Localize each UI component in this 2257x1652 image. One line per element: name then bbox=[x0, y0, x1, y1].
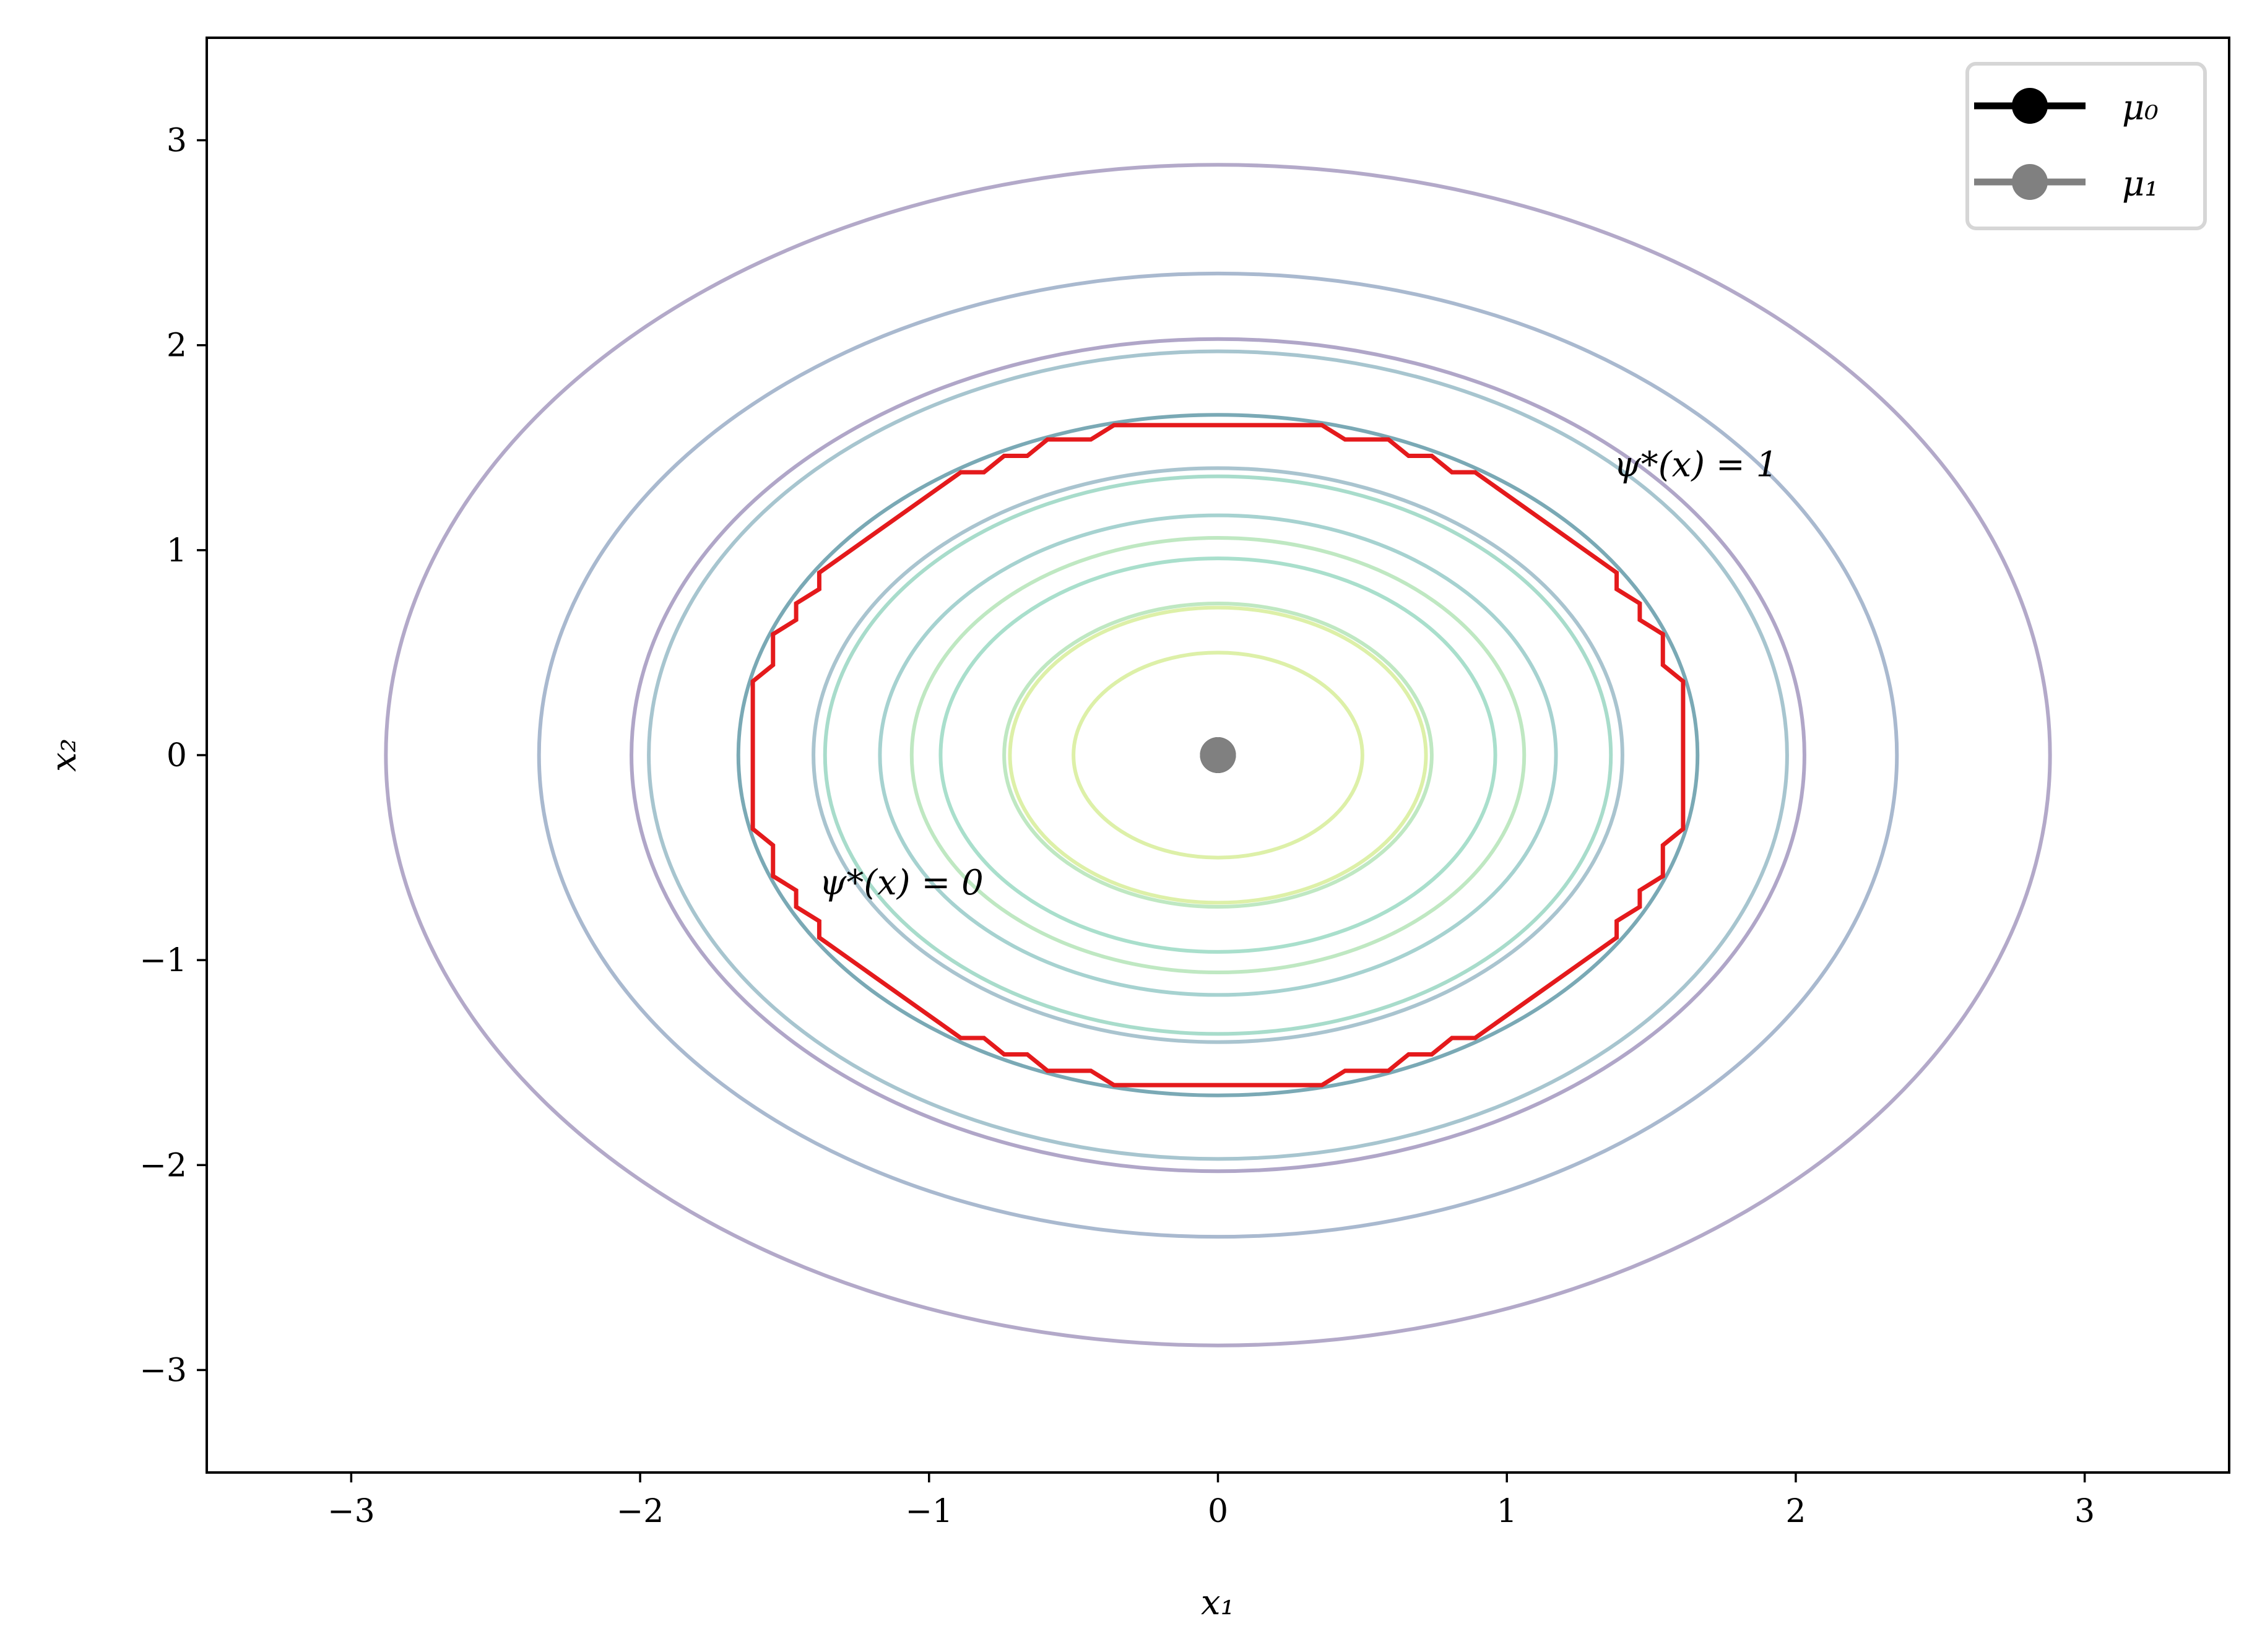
legend-box bbox=[1965, 62, 2207, 230]
contour-line bbox=[630, 337, 1806, 1174]
contour-line bbox=[384, 163, 2052, 1347]
contour-line bbox=[812, 466, 1624, 1044]
legend-marker bbox=[2012, 164, 2048, 200]
contour-line bbox=[1002, 601, 1434, 909]
contour-line bbox=[938, 556, 1497, 954]
x-axis-ticks: −3 −2 −1 0 1 2 3 bbox=[327, 1473, 2095, 1530]
y-tick-label: 1 bbox=[167, 532, 187, 569]
legend: μ₀ μ₁ bbox=[1965, 62, 2207, 230]
y-tick-label: 0 bbox=[167, 737, 187, 774]
boundary-line bbox=[750, 423, 1686, 1088]
y-axis-label: x₂ bbox=[44, 738, 84, 772]
contour-line bbox=[878, 513, 1558, 997]
y-axis-ticks: −3 −2 −1 0 1 2 3 bbox=[139, 123, 207, 1389]
y-tick-label: −3 bbox=[139, 1352, 187, 1389]
contour-line bbox=[736, 413, 1700, 1097]
x-tick-label: 0 bbox=[1208, 1493, 1228, 1530]
y-tick-label: 3 bbox=[167, 123, 187, 160]
x-axis-label: x₁ bbox=[1201, 1583, 1234, 1623]
annotation-label: ψ*(x) = 0 bbox=[819, 863, 983, 903]
x-tick-label: −2 bbox=[617, 1493, 664, 1530]
mean-points bbox=[1200, 737, 1236, 773]
contour-line bbox=[1008, 605, 1428, 905]
x-tick-label: 2 bbox=[1785, 1493, 1806, 1530]
y-tick-label: −1 bbox=[139, 942, 187, 979]
x-tick-label: −1 bbox=[905, 1493, 953, 1530]
data-point bbox=[1200, 737, 1236, 773]
contour-line bbox=[537, 271, 1899, 1239]
contour-line bbox=[909, 535, 1527, 975]
y-tick-label: −2 bbox=[139, 1147, 187, 1184]
annotation-label: ψ*(x) = 1 bbox=[1614, 445, 1778, 485]
contour-line bbox=[647, 349, 1789, 1161]
x-tick-label: 1 bbox=[1497, 1493, 1517, 1530]
contour-line bbox=[823, 474, 1613, 1036]
contour-lines bbox=[384, 163, 2052, 1347]
contour-line bbox=[1072, 651, 1364, 860]
annotations: ψ*(x) = 1 ψ*(x) = 0 bbox=[819, 445, 1778, 904]
decision-boundary bbox=[750, 423, 1686, 1088]
legend-marker bbox=[2012, 88, 2048, 124]
legend-label: μ₁ bbox=[2122, 164, 2159, 204]
legend-label: μ₀ bbox=[2122, 88, 2159, 128]
y-tick-label: 2 bbox=[167, 327, 187, 365]
x-tick-label: 3 bbox=[2074, 1493, 2095, 1530]
x-tick-label: −3 bbox=[327, 1493, 375, 1530]
